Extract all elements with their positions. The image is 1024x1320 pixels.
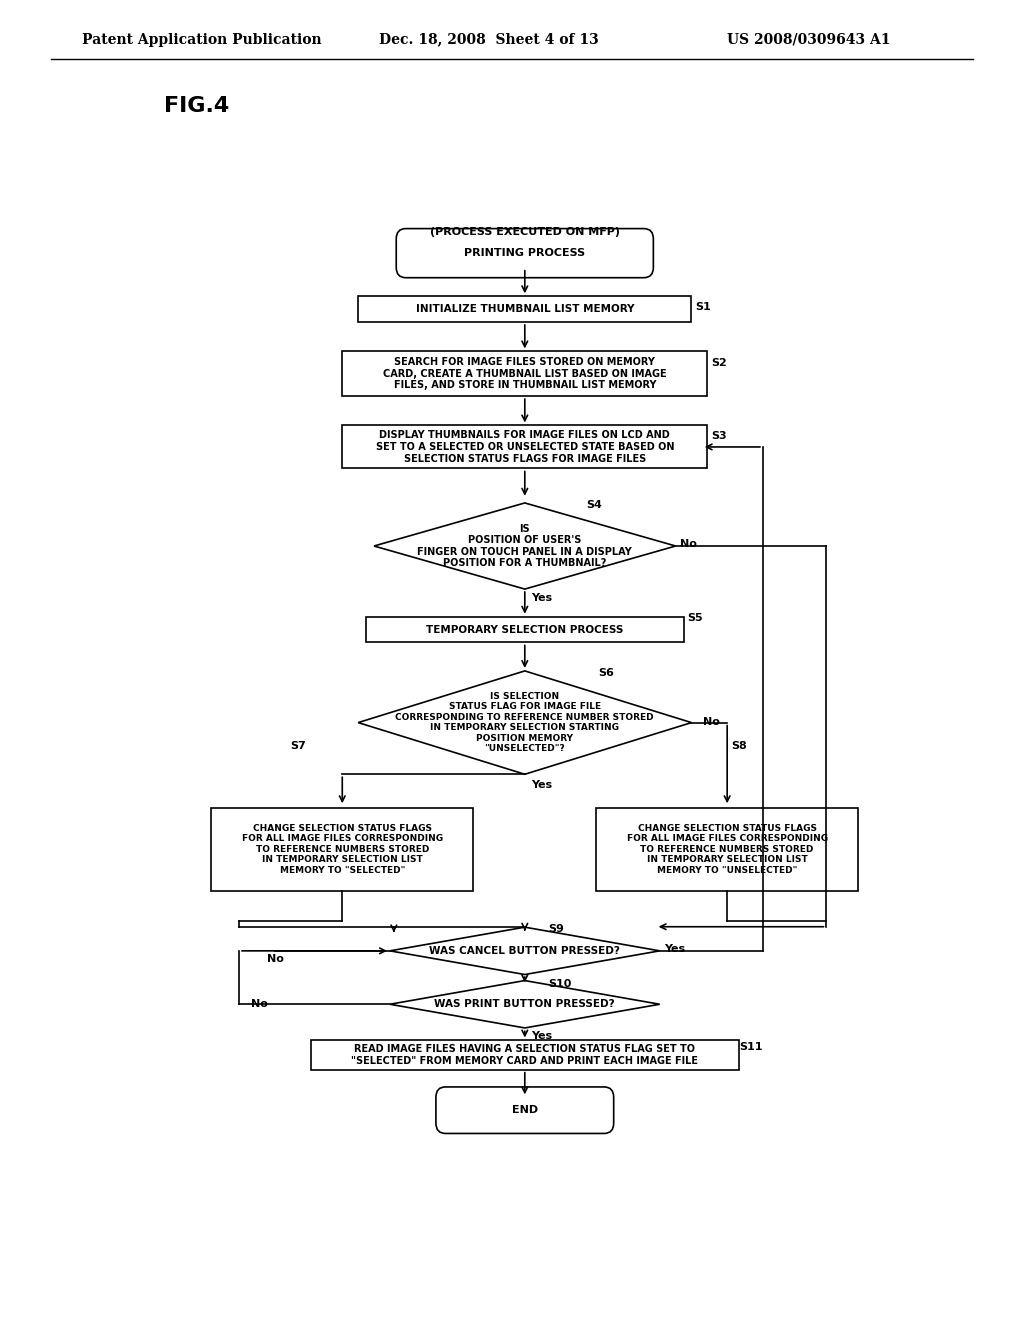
Text: S5: S5: [687, 614, 703, 623]
Text: END: END: [512, 1105, 538, 1115]
Text: INITIALIZE THUMBNAIL LIST MEMORY: INITIALIZE THUMBNAIL LIST MEMORY: [416, 304, 634, 314]
Text: CHANGE SELECTION STATUS FLAGS
FOR ALL IMAGE FILES CORRESPONDING
TO REFERENCE NUM: CHANGE SELECTION STATUS FLAGS FOR ALL IM…: [242, 824, 442, 875]
Text: US 2008/0309643 A1: US 2008/0309643 A1: [727, 33, 891, 46]
Text: S9: S9: [549, 924, 564, 935]
Text: S6: S6: [598, 668, 613, 677]
Text: S4: S4: [587, 500, 602, 510]
Text: IS SELECTION
STATUS FLAG FOR IMAGE FILE
CORRESPONDING TO REFERENCE NUMBER STORED: IS SELECTION STATUS FLAG FOR IMAGE FILE …: [395, 692, 654, 754]
Text: PRINTING PROCESS: PRINTING PROCESS: [464, 248, 586, 259]
Text: S3: S3: [712, 430, 727, 441]
Bar: [367, 616, 684, 643]
Polygon shape: [358, 671, 691, 775]
Text: Yes: Yes: [664, 944, 685, 954]
Text: DISPLAY THUMBNAILS FOR IMAGE FILES ON LCD AND
SET TO A SELECTED OR UNSELECTED ST: DISPLAY THUMBNAILS FOR IMAGE FILES ON LC…: [376, 430, 674, 463]
Text: Yes: Yes: [531, 780, 552, 791]
Bar: [358, 296, 691, 322]
Text: FIG.4: FIG.4: [164, 96, 229, 116]
Text: No: No: [680, 540, 696, 549]
FancyBboxPatch shape: [396, 228, 653, 277]
Text: S1: S1: [695, 301, 712, 312]
Text: TEMPORARY SELECTION PROCESS: TEMPORARY SELECTION PROCESS: [426, 624, 624, 635]
Bar: [310, 1040, 739, 1069]
Text: READ IMAGE FILES HAVING A SELECTION STATUS FLAG SET TO
"SELECTED" FROM MEMORY CA: READ IMAGE FILES HAVING A SELECTION STAT…: [351, 1044, 698, 1065]
Text: WAS PRINT BUTTON PRESSED?: WAS PRINT BUTTON PRESSED?: [434, 999, 615, 1010]
Polygon shape: [374, 503, 676, 589]
Text: Yes: Yes: [531, 1031, 552, 1041]
Text: No: No: [267, 954, 284, 965]
Text: No: No: [703, 717, 720, 727]
Text: Yes: Yes: [531, 594, 552, 603]
Text: (PROCESS EXECUTED ON MFP): (PROCESS EXECUTED ON MFP): [430, 227, 620, 236]
FancyBboxPatch shape: [436, 1086, 613, 1134]
Bar: [596, 808, 858, 891]
Text: S11: S11: [739, 1043, 763, 1052]
Text: Patent Application Publication: Patent Application Publication: [82, 33, 322, 46]
Polygon shape: [390, 981, 659, 1028]
Text: S8: S8: [731, 741, 746, 751]
Text: Dec. 18, 2008  Sheet 4 of 13: Dec. 18, 2008 Sheet 4 of 13: [379, 33, 599, 46]
Text: S10: S10: [549, 978, 572, 989]
Text: IS
POSITION OF USER'S
FINGER ON TOUCH PANEL IN A DISPLAY
POSITION FOR A THUMBNAI: IS POSITION OF USER'S FINGER ON TOUCH PA…: [418, 524, 632, 569]
Text: S2: S2: [712, 359, 727, 368]
Bar: [342, 425, 708, 469]
Text: WAS CANCEL BUTTON PRESSED?: WAS CANCEL BUTTON PRESSED?: [429, 946, 621, 956]
Bar: [211, 808, 473, 891]
Text: CHANGE SELECTION STATUS FLAGS
FOR ALL IMAGE FILES CORRESPONDING
TO REFERENCE NUM: CHANGE SELECTION STATUS FLAGS FOR ALL IM…: [627, 824, 827, 875]
Polygon shape: [390, 927, 659, 974]
Text: No: No: [251, 999, 268, 1010]
Text: S7: S7: [291, 741, 306, 751]
Bar: [342, 351, 708, 396]
Text: SEARCH FOR IMAGE FILES STORED ON MEMORY
CARD, CREATE A THUMBNAIL LIST BASED ON I: SEARCH FOR IMAGE FILES STORED ON MEMORY …: [383, 358, 667, 391]
